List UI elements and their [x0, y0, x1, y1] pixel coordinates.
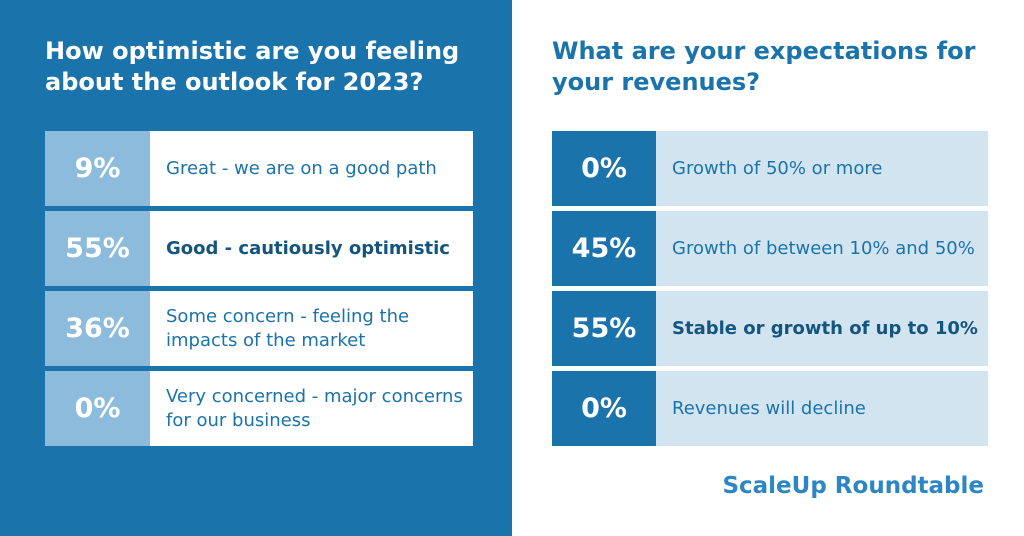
outlook-row: 55% Good - cautiously optimistic	[45, 211, 473, 286]
revenue-percentage: 55%	[552, 291, 656, 366]
outlook-row: 9% Great - we are on a good path	[45, 131, 473, 206]
outlook-answer-label: Very concerned - major concerns for our …	[150, 371, 473, 446]
revenue-row: 0% Revenues will decline	[552, 371, 988, 446]
revenue-percentage: 0%	[552, 371, 656, 446]
outlook-percentage: 9%	[45, 131, 150, 206]
outlook-results-list: 9% Great - we are on a good path 55% Goo…	[45, 131, 473, 451]
outlook-row: 0% Very concerned - major concerns for o…	[45, 371, 473, 446]
outlook-answer-label: Good - cautiously optimistic	[150, 211, 473, 286]
revenue-panel: What are your expectations for your reve…	[512, 0, 1024, 536]
revenue-row: 55% Stable or growth of up to 10%	[552, 291, 988, 366]
outlook-percentage: 36%	[45, 291, 150, 366]
outlook-panel: How optimistic are you feeling about the…	[0, 0, 512, 536]
brand-logo-text: ScaleUp Roundtable	[722, 473, 984, 499]
outlook-percentage: 55%	[45, 211, 150, 286]
outlook-answer-label: Great - we are on a good path	[150, 131, 473, 206]
outlook-percentage: 0%	[45, 371, 150, 446]
revenue-results-list: 0% Growth of 50% or more 45% Growth of b…	[552, 131, 988, 451]
revenue-percentage: 45%	[552, 211, 656, 286]
revenue-question-title: What are your expectations for your reve…	[552, 37, 976, 96]
revenue-answer-label: Revenues will decline	[656, 371, 988, 446]
outlook-row: 36% Some concern - feeling the impacts o…	[45, 291, 473, 366]
revenue-answer-label: Growth of 50% or more	[656, 131, 988, 206]
revenue-answer-label: Growth of between 10% and 50%	[656, 211, 988, 286]
revenue-answer-label: Stable or growth of up to 10%	[656, 291, 988, 366]
revenue-row: 45% Growth of between 10% and 50%	[552, 211, 988, 286]
revenue-row: 0% Growth of 50% or more	[552, 131, 988, 206]
outlook-answer-label: Some concern - feeling the impacts of th…	[150, 291, 473, 366]
revenue-percentage: 0%	[552, 131, 656, 206]
outlook-question-title: How optimistic are you feeling about the…	[45, 37, 460, 96]
